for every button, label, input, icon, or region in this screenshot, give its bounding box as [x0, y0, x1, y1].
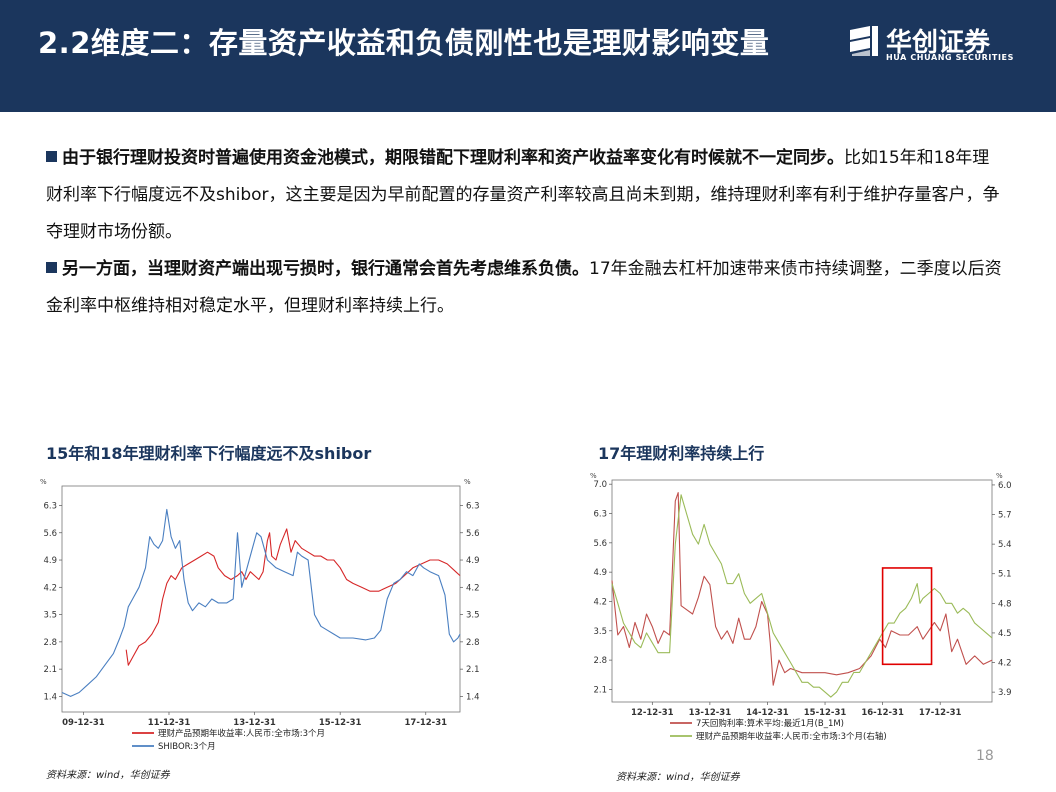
logo-mark-icon — [850, 26, 878, 56]
company-logo: 华创证券 HUA CHUANG SECURITIES — [848, 20, 1048, 70]
y2-tick-label: 6.0 — [998, 481, 1012, 491]
x-tick-label: 13-12-31 — [689, 708, 732, 718]
bullet-square-icon — [46, 262, 57, 273]
paragraph-2-bold: 另一方面，当理财资产端出现亏损时，银行通常会首先考虑维系负债。 — [62, 259, 589, 279]
paragraph-1-bold: 由于银行理财投资时普遍使用资金池模式，期限错配下理财利率和资产收益率变化有时候就… — [62, 148, 844, 168]
y-tick-label: 2.8 — [43, 638, 57, 648]
x-tick-label: 12-12-31 — [631, 708, 674, 718]
x-tick-label: 09-12-31 — [62, 718, 105, 728]
y2-tick-label: 5.6 — [466, 529, 480, 539]
paragraph-1: 由于银行理财投资时普遍使用资金池模式，期限错配下理财利率和资产收益率变化有时候就… — [46, 140, 1006, 251]
paragraph-2-text: 17年金融去杠杆加速带来债市持续调整，二季度以后资金利率中枢维持相对稳定水平，但… — [46, 259, 1002, 316]
bullet-square-icon — [46, 151, 57, 162]
corner-unit-label-right: % — [996, 472, 1003, 480]
y-tick-label: 3.5 — [593, 627, 607, 637]
y-tick-label: 6.3 — [593, 510, 607, 520]
x-tick-label: 15-12-31 — [804, 708, 847, 718]
plot-frame — [611, 479, 993, 703]
series-line-2 — [611, 494, 993, 698]
plot-frame — [61, 485, 461, 713]
x-tick-label: 16-12-31 — [861, 708, 904, 718]
y-tick-label: 1.4 — [43, 692, 57, 702]
series-line-2 — [61, 508, 461, 697]
y-tick-label: 4.2 — [593, 597, 607, 607]
y2-tick-label: 4.2 — [998, 659, 1012, 669]
legend-label: SHIBOR:3个月 — [158, 742, 216, 752]
x-tick-label: 17-12-31 — [919, 708, 962, 718]
paragraph-1-text: 比如15年和18年理财利率下行幅度远不及shibor，这主要是因为早前配置的存量… — [46, 148, 1000, 242]
legend-label: 理财产品预期年收益率:人民币:全市场:3个月(右轴) — [696, 731, 887, 742]
header-bar: 2.2维度二：存量资产收益和负债刚性也是理财影响变量 华创证券 HUA CHUA… — [0, 0, 1056, 112]
y2-tick-label: 3.9 — [998, 688, 1012, 698]
y-tick-label: 4.9 — [593, 568, 607, 578]
paragraph-2: 另一方面，当理财资产端出现亏损时，银行通常会首先考虑维系负债。17年金融去杠杆加… — [46, 251, 1006, 325]
y-tick-label: 5.6 — [43, 529, 57, 539]
x-tick-label: 17-12-31 — [404, 718, 447, 728]
y-tick-label: 2.8 — [593, 656, 607, 666]
y2-tick-label: 1.4 — [466, 692, 480, 702]
x-tick-label: 14-12-31 — [746, 708, 789, 718]
y2-tick-label: 5.1 — [998, 570, 1012, 580]
chart-1: % % 1.4 2.1 2.8 3.5 4.2 4.9 5.6 6.3 1.4 2.1 2.8 3.5 4.… — [40, 478, 480, 752]
x-tick-label: 15-12-31 — [319, 718, 362, 728]
chart-2-title: 17年理财利率持续上行 — [598, 444, 765, 463]
y2-tick-label: 4.8 — [998, 599, 1012, 609]
y2-tick-label: 5.4 — [998, 540, 1012, 550]
corner-unit-label: % — [590, 472, 597, 480]
y-tick-label: 4.2 — [43, 583, 57, 593]
y-tick-label: 7.0 — [593, 480, 607, 490]
y-tick-label: 2.1 — [593, 685, 607, 695]
x-tick-label: 13-12-31 — [233, 718, 276, 728]
y-tick-label: 5.6 — [593, 539, 607, 549]
y2-tick-label: 4.9 — [466, 556, 480, 566]
y2-tick-label: 4.5 — [998, 629, 1012, 639]
y2-tick-label: 2.1 — [466, 665, 480, 675]
series-line-1 — [125, 528, 461, 666]
page-title: 2.2维度二：存量资产收益和负债刚性也是理财影响变量 — [38, 26, 770, 60]
series-line-1 — [611, 492, 993, 686]
logo-text-cn: 华创证券 — [886, 28, 991, 58]
highlight-box — [881, 567, 933, 666]
legend-label: 7天回购利率:算术平均:最近1月(B_1M) — [696, 718, 844, 729]
y-tick-label: 3.5 — [43, 611, 57, 621]
y2-tick-label: 4.2 — [466, 583, 480, 593]
legend-label: 理财产品预期年收益率:人民币:全市场:3个月 — [158, 728, 325, 739]
logo-text-en: HUA CHUANG SECURITIES — [886, 53, 1014, 62]
chart-1-source: 资料来源：wind，华创证券 — [46, 770, 170, 781]
y-tick-label: 6.3 — [43, 501, 57, 511]
x-tick-label: 11-12-31 — [148, 718, 191, 728]
y-tick-label: 4.9 — [43, 556, 57, 566]
y2-tick-label: 6.3 — [466, 501, 480, 511]
y2-tick-label: 3.5 — [466, 611, 480, 621]
chart-2: % % 2.1 2.8 3.5 4.2 4.9 5.6 6.3 7.0 3.9 4.2 4.5 4.8 5.… — [590, 472, 1012, 742]
corner-unit-label-right: % — [464, 478, 471, 486]
chart-2-source: 资料来源：wind，华创证券 — [616, 772, 740, 783]
y-tick-label: 2.1 — [43, 665, 57, 675]
corner-unit-label: % — [40, 478, 47, 486]
body-text: 由于银行理财投资时普遍使用资金池模式，期限错配下理财利率和资产收益率变化有时候就… — [46, 140, 1006, 325]
y2-tick-label: 5.7 — [998, 511, 1012, 521]
page-number: 18 — [976, 748, 994, 764]
chart-1-title: 15年和18年理财利率下行幅度远不及shibor — [46, 444, 372, 463]
y2-tick-label: 2.8 — [466, 638, 480, 648]
